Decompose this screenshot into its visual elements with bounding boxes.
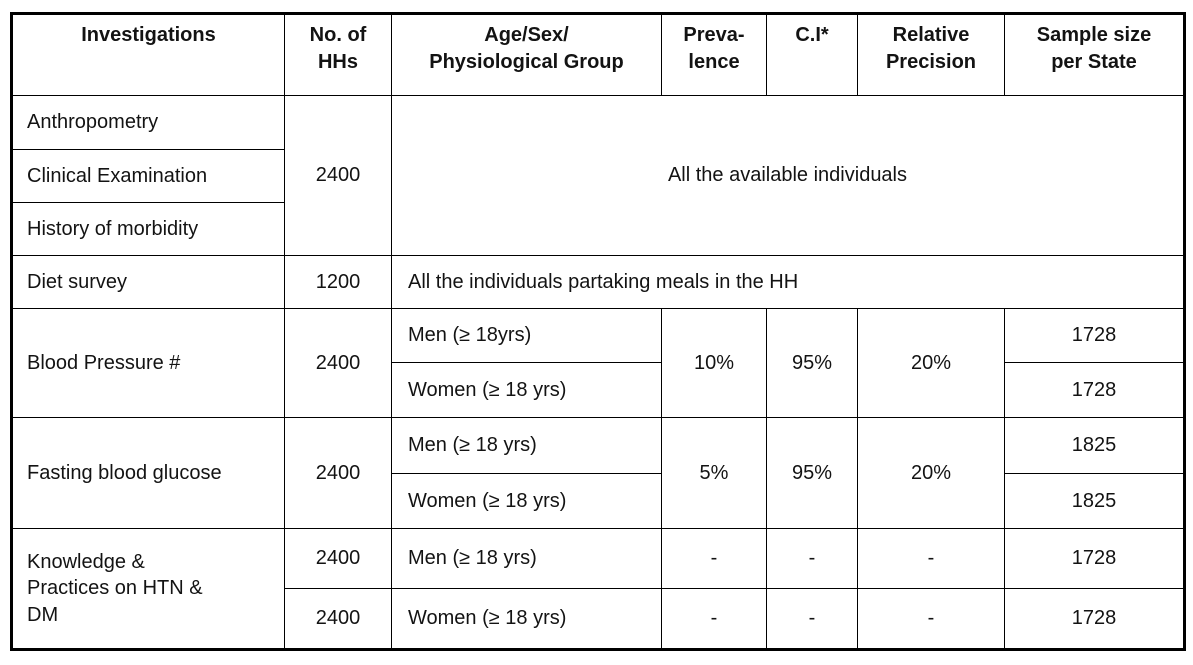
cell-relative-precision: - xyxy=(857,528,1005,589)
table-row: Diet survey 1200 All the individuals par… xyxy=(11,255,1185,309)
col-header-age-sex-group: Age/Sex/ Physiological Group xyxy=(391,13,662,96)
cell-relative-precision: - xyxy=(857,588,1005,650)
table-row: History of morbidity xyxy=(11,202,1185,256)
cell-relative-precision: 20% xyxy=(857,417,1005,529)
cell-investigation: Anthropometry xyxy=(11,95,285,150)
cell-prevalence: 5% xyxy=(661,417,767,529)
cell-no-of-hhs: 2400 xyxy=(284,528,392,589)
col-header-ci: C.I* xyxy=(766,13,858,96)
cell-no-of-hhs: 2400 xyxy=(284,588,392,650)
cell-sample-size: 1728 xyxy=(1004,588,1185,650)
table-row: Anthropometry 2400 All the available ind… xyxy=(11,95,1185,256)
cell-investigation: Knowledge & Practices on HTN & DM xyxy=(11,528,285,650)
cell-sample-size: 1728 xyxy=(1004,528,1185,589)
col-header-investigations: Investigations xyxy=(11,13,285,96)
cell-group-note: All the individuals partaking meals in t… xyxy=(391,255,1185,309)
cell-sample-size: 1728 xyxy=(1004,308,1185,363)
cell-group-note: All the available individuals xyxy=(391,95,1185,256)
table-row: Fasting blood glucose 2400 Men (≥ 18 yrs… xyxy=(11,417,1185,529)
header-row: Investigations No. of HHs Age/Sex/ Physi… xyxy=(11,13,1185,96)
cell-ci: 95% xyxy=(766,308,858,418)
cell-no-of-hhs: 1200 xyxy=(284,255,392,309)
cell-age-group: Men (≥ 18 yrs) xyxy=(391,417,662,474)
cell-no-of-hhs: 2400 xyxy=(284,95,392,256)
cell-no-of-hhs: 2400 xyxy=(284,308,392,418)
cell-sample-size: 1825 xyxy=(1004,417,1185,474)
cell-age-group: Women (≥ 18 yrs) xyxy=(391,362,662,418)
col-header-relative-precision: Relative Precision xyxy=(857,13,1005,96)
cell-ci: 95% xyxy=(766,417,858,529)
table-row: 2400 Women (≥ 18 yrs) - - - 1728 xyxy=(12,588,1185,650)
cell-prevalence: - xyxy=(661,528,767,589)
cell-sample-size: 1728 xyxy=(1004,362,1185,418)
cell-investigation: History of morbidity xyxy=(11,202,285,256)
cell-age-group: Women (≥ 18 yrs) xyxy=(391,473,662,529)
cell-no-of-hhs: 2400 xyxy=(284,417,392,529)
table-row: Knowledge & Practices on HTN & DM 2400 M… xyxy=(11,528,1185,650)
table-row: Clinical Examination xyxy=(11,149,1185,203)
table-row: Blood Pressure # 2400 Men (≥ 18yrs) 10% … xyxy=(11,308,1185,418)
col-header-no-of-hhs: No. of HHs xyxy=(284,13,392,96)
cell-age-group: Men (≥ 18yrs) xyxy=(391,308,662,363)
table-row: Women (≥ 18 yrs) 1728 xyxy=(12,362,1185,418)
cell-prevalence: - xyxy=(661,588,767,650)
cell-investigation: Diet survey xyxy=(11,255,285,309)
cell-ci: - xyxy=(766,528,858,589)
cell-investigation: Fasting blood glucose xyxy=(11,417,285,529)
cell-investigation: Blood Pressure # xyxy=(11,308,285,418)
cell-age-group: Men (≥ 18 yrs) xyxy=(391,528,662,589)
cell-prevalence: 10% xyxy=(661,308,767,418)
cell-relative-precision: 20% xyxy=(857,308,1005,418)
table-row: Women (≥ 18 yrs) 1825 xyxy=(12,473,1185,529)
col-header-sample-size: Sample size per State xyxy=(1004,13,1185,96)
col-header-prevalence: Preva- lence xyxy=(661,13,767,96)
cell-investigation: Clinical Examination xyxy=(11,149,285,203)
cell-ci: - xyxy=(766,588,858,650)
cell-sample-size: 1825 xyxy=(1004,473,1185,529)
cell-age-group: Women (≥ 18 yrs) xyxy=(391,588,662,650)
survey-design-table: Investigations No. of HHs Age/Sex/ Physi… xyxy=(10,12,1186,651)
